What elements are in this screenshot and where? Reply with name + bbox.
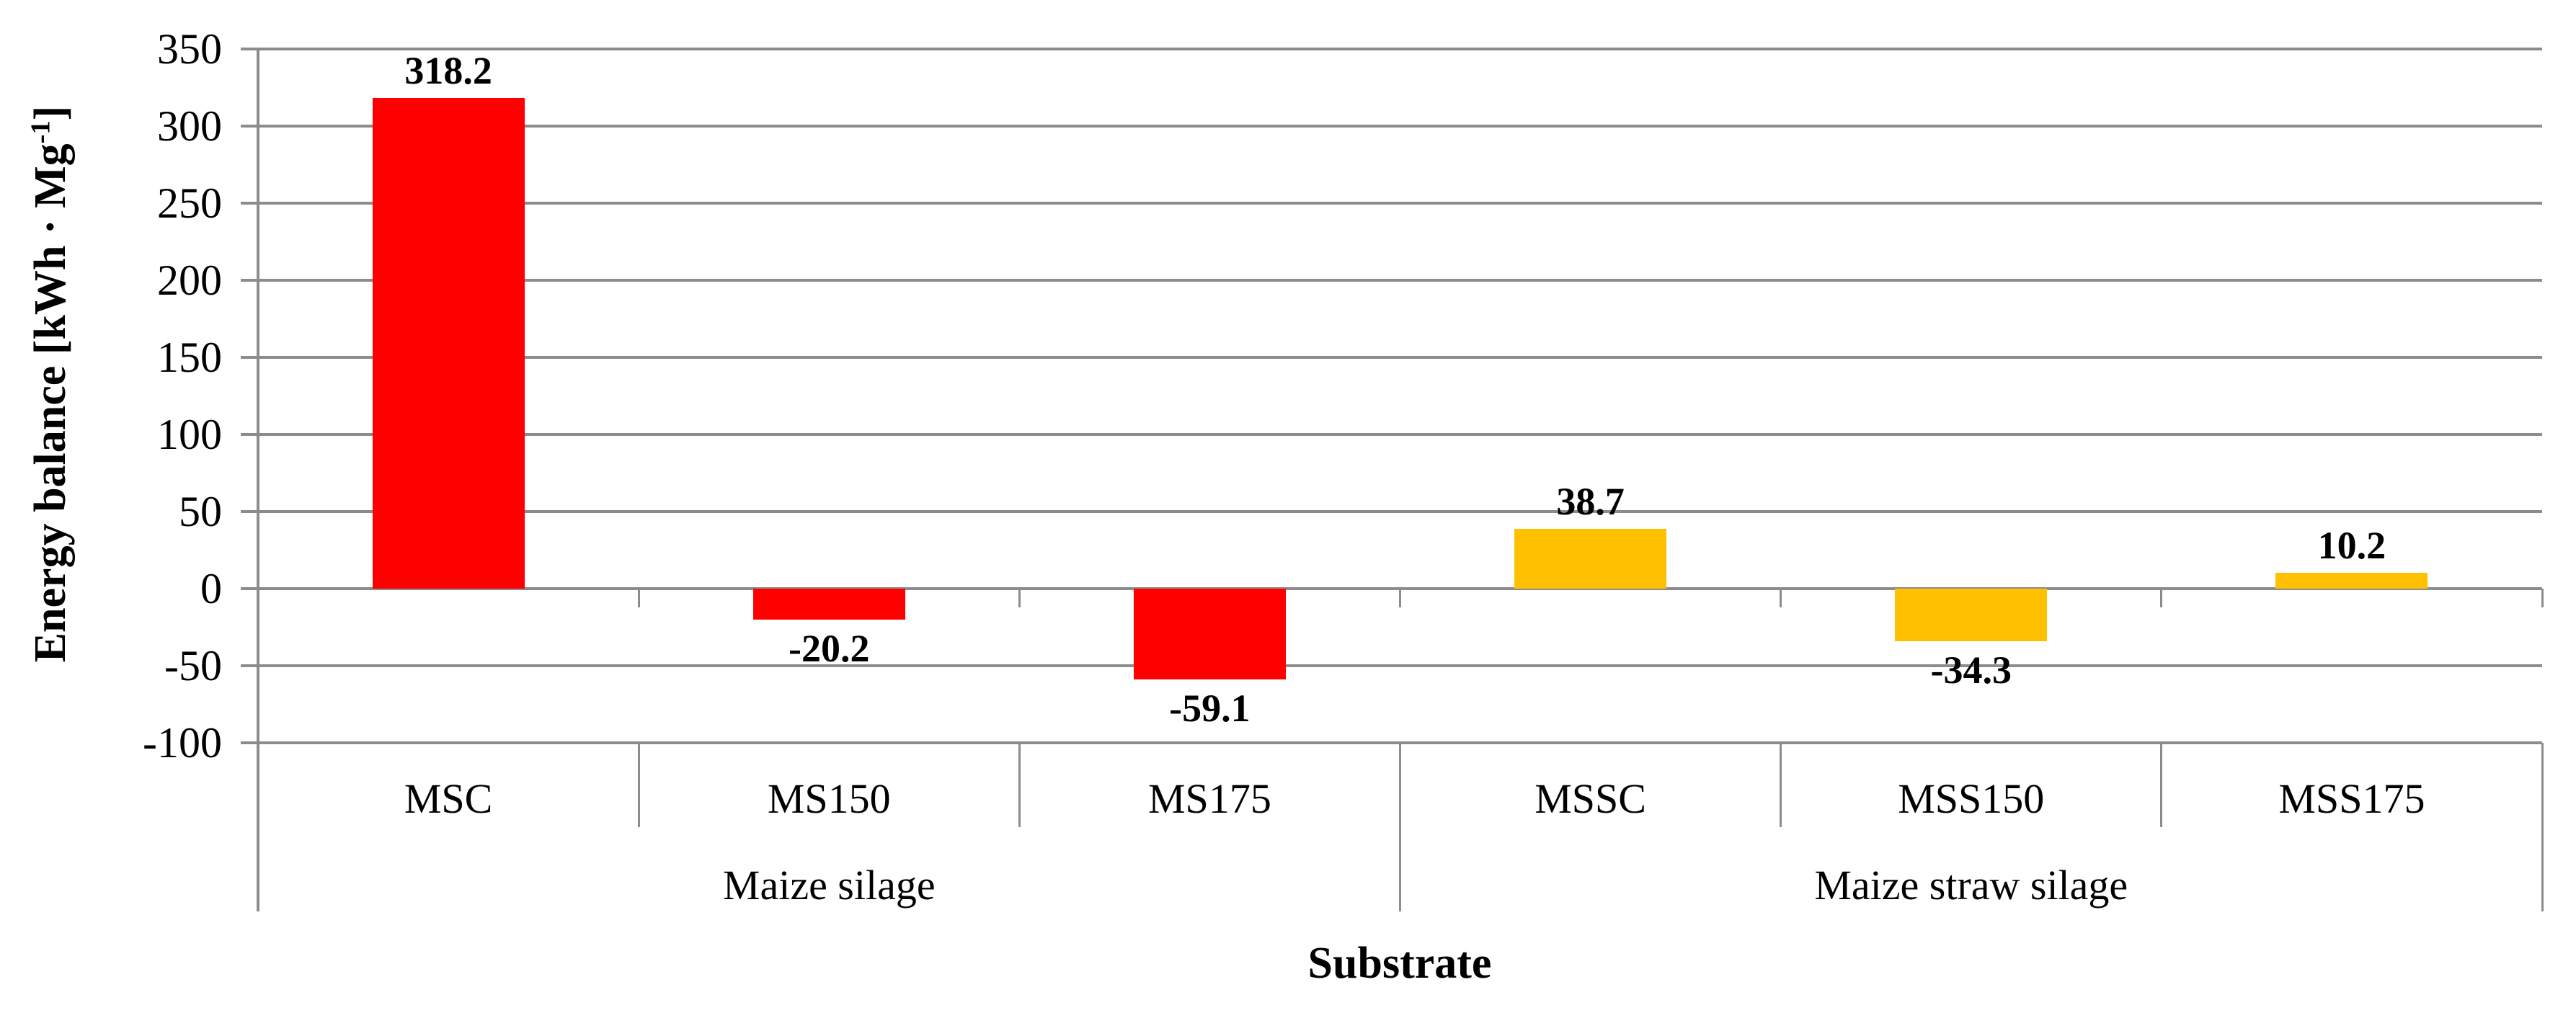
y-axis-tick — [241, 664, 258, 667]
bar-value-label: -20.2 — [789, 627, 870, 671]
y-axis-tick — [241, 587, 258, 590]
y-tick-label: 0 — [200, 565, 222, 612]
y-axis-line — [257, 48, 259, 911]
bar-mss175 — [2275, 573, 2428, 589]
category-label: MSC — [404, 775, 493, 822]
gridline — [258, 664, 2542, 667]
bar-value-label: -34.3 — [1930, 648, 2012, 692]
y-axis-tick — [241, 510, 258, 513]
category-axis-tick — [1018, 589, 1021, 607]
category-axis-tick — [1780, 589, 1782, 607]
y-axis-tick — [241, 433, 258, 436]
bar-mss150 — [1895, 589, 2048, 642]
gridline — [258, 48, 2542, 50]
y-tick-label: 300 — [157, 102, 222, 150]
gridline — [258, 125, 2542, 128]
bar-value-label: -59.1 — [1169, 687, 1251, 731]
category-separator — [637, 743, 640, 827]
group-separator — [2541, 743, 2544, 911]
gridline — [258, 279, 2542, 282]
x-axis-title: Substrate — [1307, 939, 1492, 988]
y-tick-label: 350 — [157, 25, 222, 73]
bar-value-label: 10.2 — [2317, 524, 2386, 568]
y-axis-tick — [241, 741, 258, 744]
bar-msc — [372, 98, 525, 589]
bar-ms150 — [752, 589, 905, 620]
y-tick-label: 100 — [157, 411, 222, 458]
category-label: MS175 — [1147, 775, 1271, 822]
bar-mssc — [1514, 529, 1667, 589]
gridline — [258, 202, 2542, 205]
y-tick-label: -100 — [143, 719, 222, 767]
category-axis-tick — [2160, 589, 2163, 607]
y-tick-label: -50 — [164, 642, 222, 690]
group-label: Maize silage — [722, 862, 936, 909]
bar-value-label: 318.2 — [404, 49, 492, 93]
category-label: MSS150 — [1898, 775, 2045, 822]
y-tick-label: 50 — [179, 488, 222, 535]
category-label: MSS175 — [2278, 775, 2425, 822]
y-tick-label: 200 — [157, 256, 222, 304]
group-label: Maize straw silage — [1814, 862, 2128, 909]
y-tick-label: 250 — [157, 179, 222, 227]
y-axis-tick — [241, 279, 258, 282]
category-separator — [2160, 743, 2163, 827]
category-label: MS150 — [767, 775, 891, 822]
y-axis-tick — [241, 202, 258, 205]
category-separator — [1018, 743, 1021, 827]
bar-value-label: 38.7 — [1556, 480, 1625, 524]
category-axis-tick — [2541, 589, 2544, 607]
category-axis-tick — [637, 589, 640, 607]
y-axis-tick — [241, 125, 258, 128]
y-tick-label: 150 — [157, 334, 222, 381]
gridline — [258, 433, 2542, 436]
y-axis-tick — [241, 48, 258, 50]
gridline — [258, 356, 2542, 359]
y-axis-tick — [241, 356, 258, 359]
category-separator — [1780, 743, 1782, 827]
category-axis-tick — [1399, 589, 1401, 607]
gridline — [258, 510, 2542, 513]
category-label: MSSC — [1535, 775, 1646, 822]
group-separator — [1399, 743, 1401, 911]
bar-ms175 — [1133, 589, 1286, 680]
